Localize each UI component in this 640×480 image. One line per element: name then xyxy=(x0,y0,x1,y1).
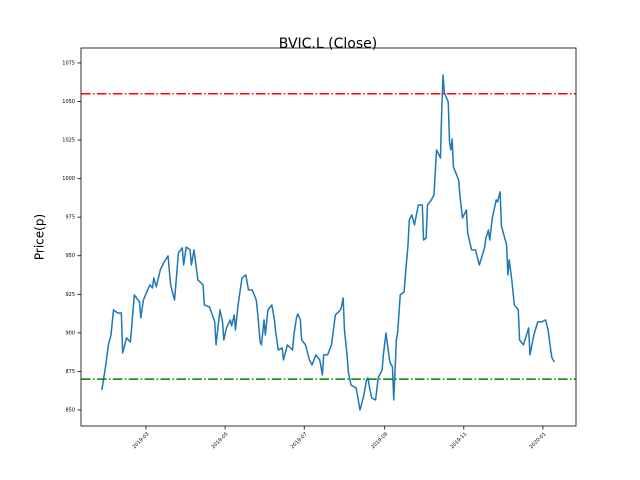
y-tick-label: 950 xyxy=(65,253,75,259)
plot-frame xyxy=(80,47,577,427)
y-tick-label: 1050 xyxy=(62,99,75,105)
y-tick-label: 1000 xyxy=(62,176,75,182)
y-tick-label: 875 xyxy=(65,369,75,375)
y-tick-label: 900 xyxy=(65,330,75,336)
y-tick-label: 925 xyxy=(65,292,75,298)
y-tick-label: 850 xyxy=(65,407,75,413)
y-tick-label: 1025 xyxy=(62,138,75,144)
y-tick-label: 1075 xyxy=(62,60,75,66)
chart-title: BVIC.L (Close) xyxy=(279,36,377,52)
y-axis-label: Price(p) xyxy=(33,214,47,260)
y-tick-label: 975 xyxy=(65,215,75,221)
price-line xyxy=(101,74,556,411)
